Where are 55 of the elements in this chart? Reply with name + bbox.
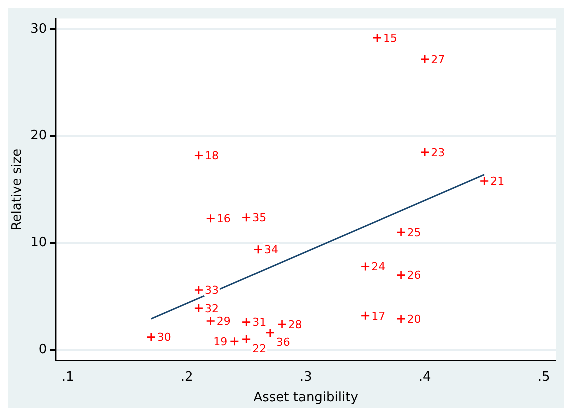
point — [266, 328, 276, 338]
point — [194, 286, 204, 295]
annotation: 35 — [252, 211, 267, 224]
annotation: 25 — [407, 226, 422, 240]
point — [360, 311, 370, 321]
point — [146, 332, 156, 342]
point — [254, 245, 264, 254]
annotation: 33 — [204, 284, 219, 298]
annotation: 15 — [383, 32, 398, 45]
annotation: 24 — [372, 260, 386, 274]
point — [194, 150, 204, 160]
point — [278, 320, 287, 330]
point — [420, 54, 430, 64]
annotation: 21 — [490, 175, 505, 188]
point — [194, 304, 204, 314]
x-axis-title: Asset tangibility — [254, 390, 359, 406]
y-tick-label: 10 — [30, 236, 48, 251]
y-tick-label: 30 — [30, 22, 48, 37]
y-tick-label: 0 — [38, 342, 48, 358]
x-tick-label: .3 — [300, 370, 312, 385]
annotation: 34 — [264, 244, 278, 257]
point — [242, 318, 252, 327]
x-tick-label: .2 — [180, 370, 194, 385]
y-tick-label: 20 — [30, 128, 48, 144]
annotation: 29 — [216, 315, 231, 328]
annotation: 17 — [372, 310, 386, 323]
annotation: 27 — [431, 53, 446, 66]
annotation: 32 — [204, 302, 219, 316]
point — [206, 316, 216, 326]
point — [206, 214, 216, 224]
annotation: 16 — [216, 212, 231, 226]
point — [230, 336, 240, 346]
annotation: 31 — [252, 316, 267, 330]
point — [360, 262, 370, 272]
annotation: 30 — [157, 331, 172, 344]
annotation: 22 — [252, 342, 267, 356]
annotation: 23 — [431, 146, 446, 160]
point — [420, 148, 430, 158]
annotation: 18 — [204, 149, 219, 162]
annotation: 20 — [407, 312, 422, 326]
point — [396, 270, 406, 280]
point — [396, 228, 406, 238]
point — [480, 176, 490, 186]
annotation: 28 — [288, 318, 302, 332]
annotation: 19 — [214, 335, 228, 348]
point — [242, 212, 252, 222]
annotation: 26 — [407, 269, 422, 282]
annotation: 36 — [276, 336, 290, 349]
y-axis-title: Relative size — [10, 148, 26, 231]
point — [396, 314, 406, 324]
point — [372, 33, 382, 43]
point — [242, 334, 252, 344]
x-tick-label: .5 — [538, 370, 550, 385]
x-tick-label: .4 — [418, 370, 432, 385]
x-tick-label: .1 — [62, 370, 74, 385]
